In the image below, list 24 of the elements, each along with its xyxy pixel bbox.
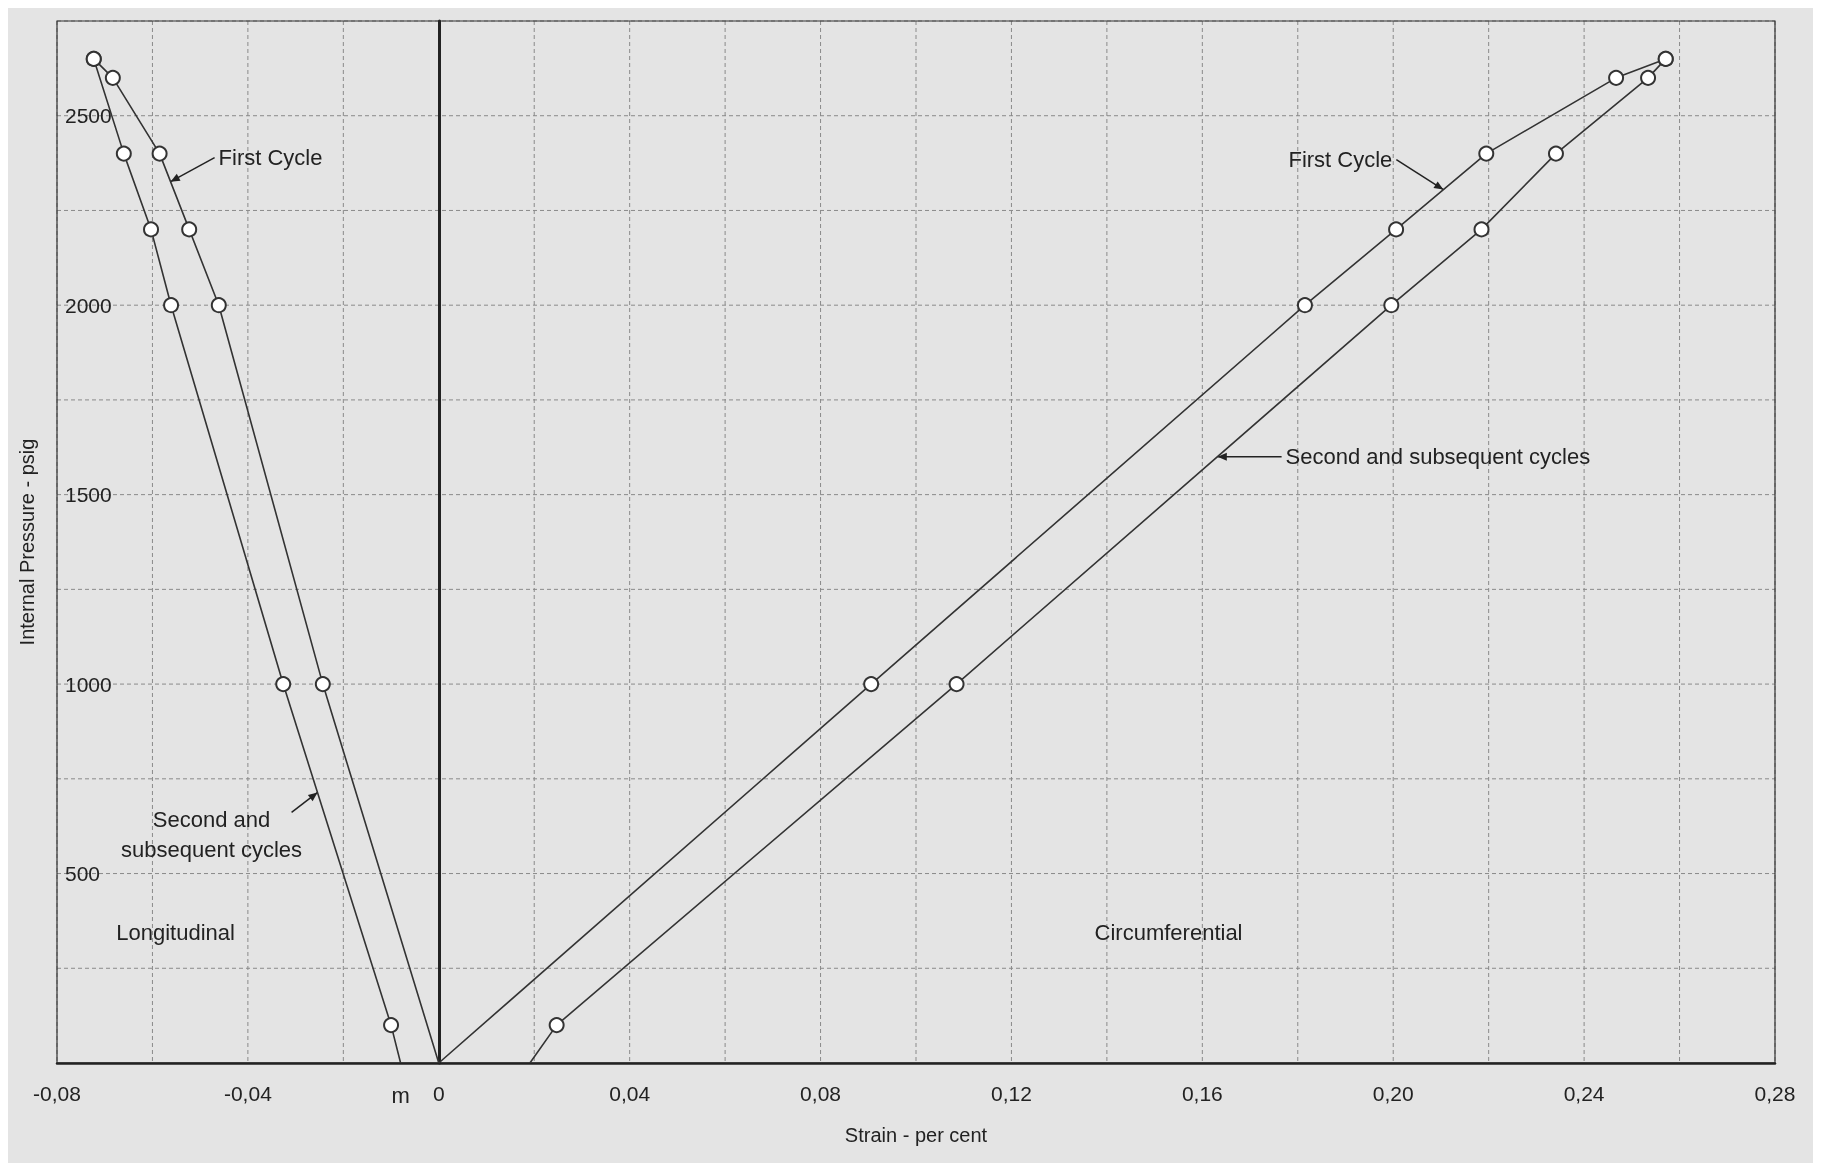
x-tick-label: 0,12	[991, 1082, 1032, 1105]
y-tick-label: 2500	[65, 104, 112, 128]
x-tick-label: -0,04	[223, 1082, 273, 1105]
x-tick-label: 0,20	[1372, 1082, 1414, 1105]
y-axis-title: Internal Pressure - psig	[16, 438, 38, 646]
x-tick-label: 0,24	[1563, 1082, 1605, 1105]
annotation: m	[391, 1082, 410, 1108]
x-tick-label: -0,08	[33, 1082, 81, 1105]
annotation: Circumferential	[1094, 920, 1243, 946]
annotation: Second and subsequent cycles	[1285, 444, 1591, 470]
annotation: First Cycle	[1288, 147, 1393, 173]
y-tick-label: 1500	[65, 483, 112, 507]
x-tick-label: 0	[432, 1082, 445, 1105]
x-tick-label: 0,04	[609, 1082, 651, 1105]
y-tick-label: 1000	[65, 672, 112, 696]
x-tick-label: 0,16	[1181, 1082, 1223, 1105]
annotation: Second and subsequent cycles	[121, 806, 303, 862]
x-axis-title: Strain - per cent	[844, 1124, 988, 1146]
y-tick-label: 2000	[65, 293, 112, 317]
annotation: First Cycle	[218, 145, 323, 171]
y-tick-label: 500	[65, 862, 101, 886]
annotation: Longitudinal	[116, 920, 235, 946]
x-tick-label: 0,08	[800, 1082, 841, 1105]
x-tick-label: 0,28	[1754, 1082, 1796, 1105]
